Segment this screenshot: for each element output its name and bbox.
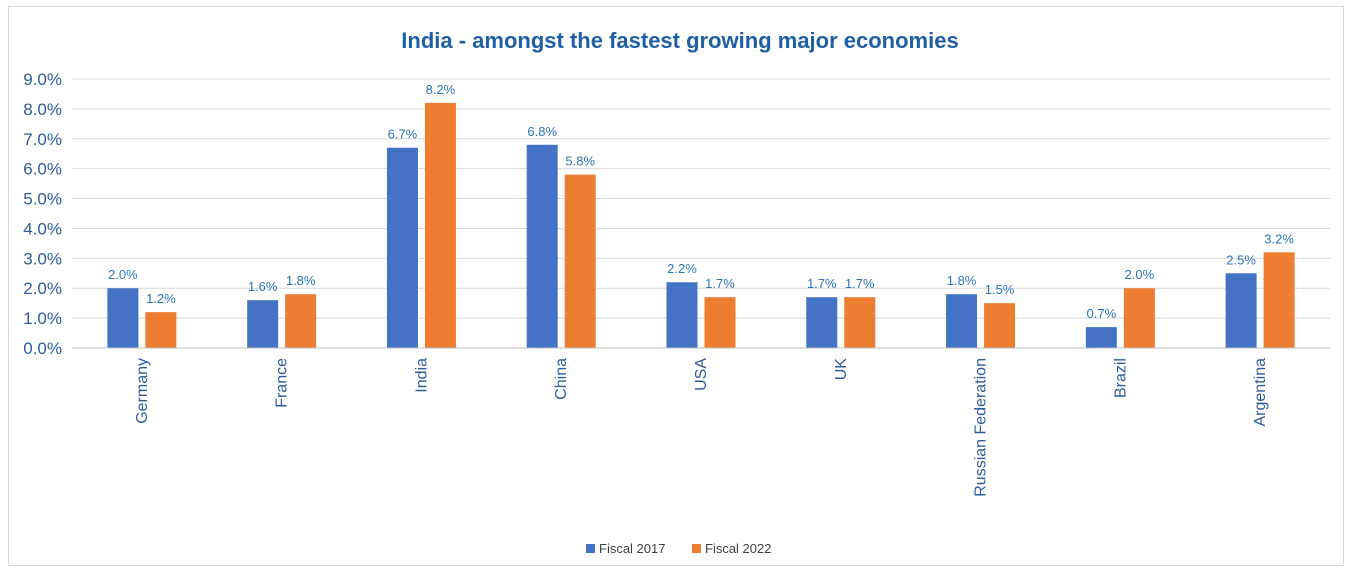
y-tick-label: 6.0% — [23, 160, 62, 179]
data-label: 6.8% — [527, 124, 557, 139]
bar-fiscal-2022 — [1263, 252, 1295, 348]
x-tick-label: India — [413, 358, 430, 393]
data-label: 1.8% — [286, 273, 316, 288]
data-label: 1.7% — [845, 276, 875, 291]
bar-fiscal-2017 — [107, 288, 139, 348]
y-tick-label: 7.0% — [23, 130, 62, 149]
chart-title: India - amongst the fastest growing majo… — [401, 28, 958, 53]
bar-fiscal-2017 — [1085, 327, 1117, 348]
data-label: 0.7% — [1087, 306, 1117, 321]
bar-fiscal-2017 — [526, 144, 558, 348]
x-tick-label: USA — [693, 358, 710, 391]
y-tick-label: 0.0% — [23, 339, 62, 358]
y-tick-label: 9.0% — [23, 70, 62, 89]
bar-fiscal-2017 — [806, 297, 838, 348]
y-tick-label: 5.0% — [23, 190, 62, 209]
x-tick-label: Russian Federation — [973, 358, 990, 497]
bar-fiscal-2022 — [564, 174, 596, 348]
bar-fiscal-2017 — [946, 294, 978, 348]
data-label: 2.2% — [667, 261, 697, 276]
bar-fiscal-2017 — [666, 282, 698, 348]
data-label: 2.0% — [1125, 267, 1155, 282]
bar-fiscal-2022 — [145, 312, 177, 348]
x-tick-label: UK — [833, 358, 850, 381]
data-label: 3.2% — [1264, 231, 1294, 246]
bar-fiscal-2022 — [984, 303, 1016, 348]
data-label: 8.2% — [426, 82, 456, 97]
y-tick-label: 1.0% — [23, 309, 62, 328]
data-label: 6.7% — [388, 127, 418, 142]
legend-swatch — [586, 544, 595, 553]
bar-fiscal-2017 — [386, 147, 418, 348]
legend-swatch — [692, 544, 701, 553]
data-label: 1.7% — [705, 276, 735, 291]
bar-fiscal-2022 — [1123, 288, 1155, 348]
data-label: 5.8% — [565, 154, 595, 169]
bar-fiscal-2022 — [844, 297, 876, 348]
data-label: 2.0% — [108, 267, 138, 282]
bar-fiscal-2022 — [704, 297, 736, 348]
data-label: 1.8% — [947, 273, 977, 288]
y-tick-label: 2.0% — [23, 279, 62, 298]
bar-fiscal-2017 — [1225, 273, 1257, 348]
legend-label: Fiscal 2017 — [599, 541, 665, 556]
x-tick-label: China — [553, 358, 570, 400]
x-tick-label: Brazil — [1112, 358, 1129, 398]
data-label: 1.5% — [985, 282, 1015, 297]
x-tick-label: France — [274, 358, 291, 408]
x-tick-label: Argentina — [1252, 358, 1269, 427]
y-tick-label: 8.0% — [23, 100, 62, 119]
data-label: 2.5% — [1226, 252, 1256, 267]
data-label: 1.7% — [807, 276, 837, 291]
bar-fiscal-2022 — [424, 102, 456, 349]
x-tick-label: Germany — [134, 358, 151, 424]
data-label: 1.2% — [146, 291, 176, 306]
data-label: 1.6% — [248, 279, 278, 294]
bar-fiscal-2022 — [285, 294, 317, 348]
legend-label: Fiscal 2022 — [705, 541, 771, 556]
bar-fiscal-2017 — [247, 300, 279, 348]
y-tick-label: 4.0% — [23, 219, 62, 238]
y-tick-label: 3.0% — [23, 249, 62, 268]
